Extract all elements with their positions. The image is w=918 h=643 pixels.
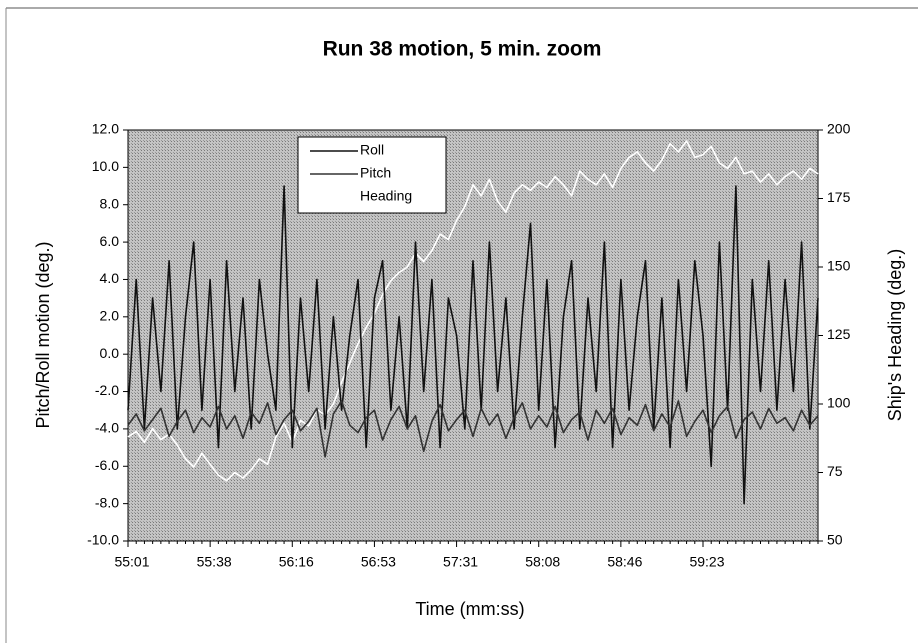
y2-tick-label: 125 — [827, 326, 851, 342]
legend-label: Heading — [360, 188, 412, 204]
y-tick-label: -4.0 — [95, 420, 119, 436]
series-line — [127, 400, 819, 458]
x-tick-label: 56:16 — [279, 554, 314, 570]
y2-tick-label: 150 — [827, 258, 851, 274]
y-tick-label: 10.0 — [92, 158, 119, 174]
x-tick-label: 59:23 — [689, 554, 724, 570]
y2-tick-label: 50 — [827, 532, 843, 548]
x-tick-label: 55:38 — [197, 554, 232, 570]
x-tick-label: 58:46 — [607, 554, 642, 570]
y-tick-label: -10.0 — [87, 532, 119, 548]
y2-tick-label: 200 — [827, 121, 851, 137]
x-tick-label: 56:53 — [361, 554, 396, 570]
x-tick-label: 55:01 — [114, 554, 149, 570]
y2-axis-label: Ship's Heading (deg.) — [885, 249, 905, 422]
y-tick-label: 12.0 — [92, 121, 119, 137]
y-tick-label: 0.0 — [100, 345, 120, 361]
series-line — [127, 185, 819, 505]
chart-title: Run 38 motion, 5 min. zoom — [323, 38, 602, 61]
x-tick-label: 57:31 — [443, 554, 478, 570]
legend-label: Roll — [360, 142, 384, 158]
x-axis-label: Time (mm:ss) — [415, 599, 524, 619]
y2-tick-label: 175 — [827, 189, 851, 205]
y-tick-label: -6.0 — [95, 457, 119, 473]
y2-tick-label: 100 — [827, 395, 851, 411]
legend-box — [297, 136, 447, 214]
y-axis-label: Pitch/Roll motion (deg.) — [33, 241, 53, 428]
series-line — [127, 140, 819, 482]
legend-label: Pitch — [360, 165, 391, 181]
y2-tick-label: 75 — [827, 463, 843, 479]
x-tick-label: 58:08 — [525, 554, 560, 570]
y-tick-label: -2.0 — [95, 382, 119, 398]
y-tick-label: 2.0 — [100, 308, 120, 324]
y-tick-label: 6.0 — [100, 233, 120, 249]
y-tick-label: 8.0 — [100, 195, 120, 211]
y-tick-label: -8.0 — [95, 494, 119, 510]
y-tick-label: 4.0 — [100, 270, 120, 286]
